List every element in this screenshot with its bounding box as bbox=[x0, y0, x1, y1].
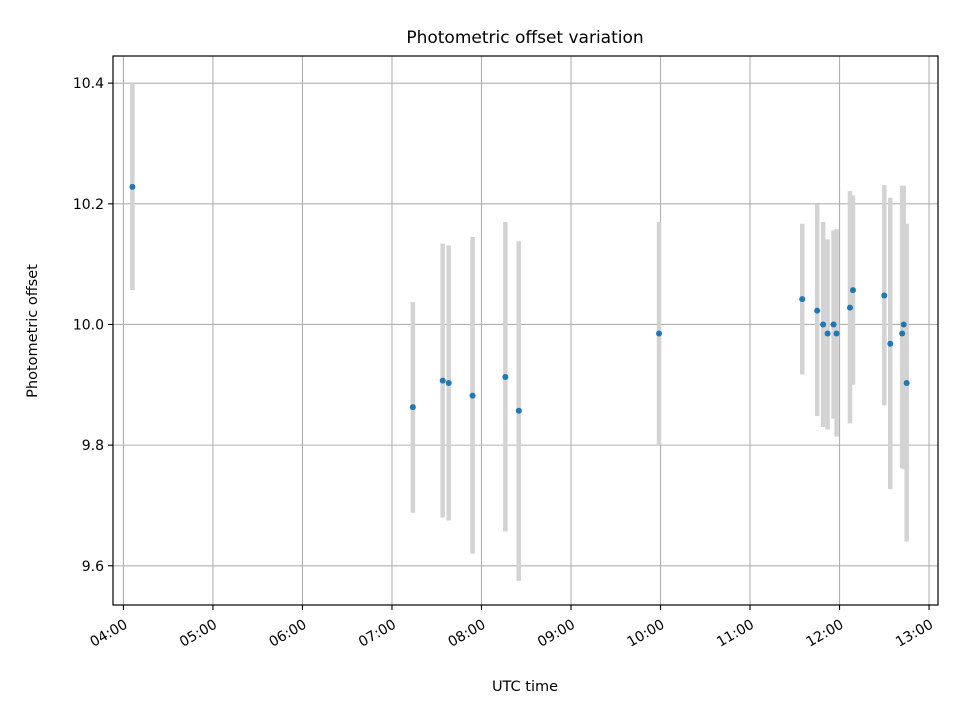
data-point bbox=[846, 304, 853, 311]
data-point bbox=[903, 379, 910, 386]
plot-frame bbox=[112, 55, 939, 606]
data-point bbox=[820, 321, 827, 328]
data-point bbox=[445, 379, 452, 386]
data-point bbox=[849, 287, 856, 294]
data-point bbox=[833, 330, 840, 337]
data-point bbox=[824, 330, 831, 337]
grid bbox=[113, 56, 938, 605]
data-point bbox=[887, 340, 894, 347]
y-axis: 9.6 9.8 10.0 10.2 10.4 bbox=[73, 76, 113, 575]
data-point bbox=[900, 321, 907, 328]
y-tick-label: 10.2 bbox=[73, 197, 104, 213]
chart-title: Photometric offset variation bbox=[406, 28, 643, 48]
data-point bbox=[129, 183, 136, 190]
data-point bbox=[799, 296, 806, 303]
x-axis-label: UTC time bbox=[492, 679, 558, 695]
data-point bbox=[409, 404, 416, 411]
data-point bbox=[515, 407, 522, 414]
data-point bbox=[656, 330, 663, 337]
data-point bbox=[439, 377, 446, 384]
data-point bbox=[830, 321, 837, 328]
data-point bbox=[502, 373, 509, 380]
data-point bbox=[814, 307, 821, 314]
y-axis-label: Photometric offset bbox=[25, 264, 41, 398]
y-tick-label: 10.4 bbox=[73, 76, 104, 92]
data-point bbox=[899, 330, 906, 337]
data-point bbox=[469, 392, 476, 399]
y-tick-label: 9.6 bbox=[82, 559, 104, 575]
y-tick-label: 10.0 bbox=[73, 317, 104, 333]
data-point bbox=[881, 292, 888, 299]
data-points bbox=[129, 183, 910, 414]
y-tick-label: 9.8 bbox=[82, 438, 104, 454]
